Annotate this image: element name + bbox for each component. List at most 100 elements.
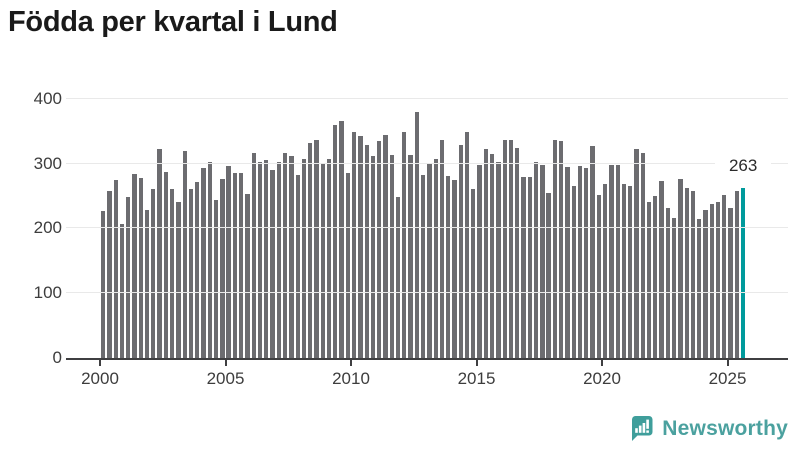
bar-2004-q4 [220, 179, 225, 358]
bar-2020-q1 [602, 184, 608, 358]
bar-2015-q2 [483, 149, 489, 358]
bar-2011-q1 [377, 141, 382, 358]
bar-2015-q3 [490, 154, 495, 358]
bar-2019-q4 [596, 195, 601, 358]
bar-2024-q1 [703, 209, 708, 358]
chart-title: Födda per kvartal i Lund [8, 6, 338, 38]
bar-2016-q3 [515, 147, 520, 358]
bar-2014-q4 [471, 188, 476, 358]
y-tick-label-300: 300 [33, 153, 62, 173]
bar-2021-q4 [646, 202, 652, 358]
bar-2005-q3 [239, 173, 244, 358]
bar-2005-q2 [232, 173, 238, 358]
gridline-200 [66, 227, 788, 229]
bar-2025-q2 [734, 191, 740, 358]
bar-2004-q1 [201, 168, 206, 358]
bar-2022-q3 [665, 207, 670, 358]
bar-2011-q4 [395, 197, 401, 358]
gridline-400 [66, 97, 788, 99]
bar-2016-q1 [502, 140, 507, 358]
bar-2022-q4 [671, 217, 677, 358]
bar-2013-q4 [446, 175, 451, 358]
x-tick-mark-2015 [475, 360, 478, 366]
bar-2009-q4 [345, 173, 350, 358]
bar-2023-q1 [678, 179, 683, 358]
bar-2018-q4 [571, 185, 576, 358]
bar-2024-q3 [715, 202, 721, 358]
newsworthy-wordmark: Newsworthy [662, 416, 788, 440]
bar-2001-q3 [138, 178, 143, 358]
bar-2001-q2 [132, 173, 137, 358]
bar-2012-q4 [420, 174, 426, 358]
x-tick-label-2000: 2000 [81, 369, 119, 388]
bar-2023-q3 [690, 190, 696, 358]
bar-2013-q2 [433, 158, 438, 358]
bar-2000-q3 [113, 179, 118, 358]
gridline-300 [66, 162, 788, 164]
bar-2014-q1 [452, 180, 457, 358]
bar-2001-q1 [126, 197, 131, 358]
bar-2016-q2 [508, 140, 514, 358]
bar-2011-q2 [383, 135, 388, 358]
bar-2020-q2 [609, 164, 614, 358]
bar-2015-q4 [496, 161, 501, 358]
bar-2021-q2 [634, 149, 639, 358]
bar-2009-q3 [339, 121, 344, 358]
bar-2013-q1 [427, 164, 432, 358]
bar-2002-q1 [151, 188, 156, 358]
bar-2022-q2 [659, 181, 664, 358]
bar-2014-q3 [464, 131, 470, 358]
newsworthy-icon [632, 416, 653, 441]
bar-2012-q3 [414, 111, 420, 358]
bar-2007-q1 [276, 161, 281, 358]
bar-2006-q1 [251, 152, 256, 358]
bar-2017-q4 [546, 193, 551, 358]
bar-2020-q3 [615, 165, 620, 358]
bar-2025-q3 [740, 187, 746, 358]
bar-2009-q2 [333, 125, 338, 358]
bar-2007-q3 [289, 155, 294, 358]
y-tick-label-200: 200 [33, 218, 62, 238]
bar-2018-q1 [552, 140, 558, 358]
bar-2006-q4 [270, 170, 275, 358]
bar-2008-q3 [314, 140, 319, 358]
highlight-value-label: 263 [715, 156, 772, 176]
bar-2000-q4 [119, 224, 125, 358]
y-tick-label-100: 100 [33, 283, 62, 303]
bar-2016-q4 [521, 177, 526, 358]
gridline-100 [66, 292, 788, 294]
x-tick-label-2005: 2005 [206, 369, 245, 388]
bar-2002-q3 [163, 171, 169, 358]
bar-2003-q4 [195, 181, 200, 358]
bar-2024-q4 [722, 194, 727, 358]
bar-2007-q2 [282, 152, 288, 358]
bar-2017-q3 [540, 164, 545, 358]
bar-2006-q2 [257, 161, 263, 358]
bar-2021-q3 [640, 153, 645, 358]
x-tick-label-2025: 2025 [708, 369, 747, 388]
x-tick-label-2020: 2020 [583, 369, 621, 388]
bar-2010-q2 [358, 135, 363, 358]
x-tick-mark-2000 [99, 360, 101, 366]
x-tick-mark-2010 [350, 360, 352, 366]
bar-2023-q4 [697, 219, 702, 358]
bar-2014-q2 [458, 145, 463, 358]
bar-2008-q1 [301, 158, 307, 358]
bar-2020-q4 [621, 183, 627, 358]
x-tick-mark-2020 [601, 360, 603, 366]
y-tick-label-0: 0 [52, 348, 62, 367]
bar-2008-q2 [308, 142, 313, 358]
bar-2012-q1 [402, 132, 407, 358]
bar-2022-q1 [653, 195, 658, 358]
x-axis-line [66, 358, 788, 360]
bar-2013-q3 [439, 139, 445, 358]
bar-2010-q4 [370, 155, 376, 358]
bar-2003-q3 [188, 189, 194, 358]
bar-2018-q2 [559, 141, 564, 358]
bar-2002-q4 [170, 189, 175, 358]
bar-2004-q3 [213, 200, 219, 358]
bar-2004-q2 [207, 161, 212, 358]
bar-2017-q2 [533, 162, 539, 358]
bar-2005-q1 [226, 166, 231, 358]
